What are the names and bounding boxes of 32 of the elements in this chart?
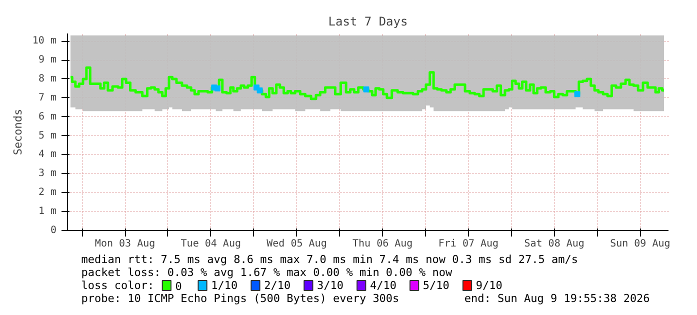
x-tick-label: Fri 07 Aug	[438, 238, 499, 250]
x-tick-label: Sun 09 Aug	[610, 238, 670, 250]
y-tick-label: 6 m	[38, 111, 56, 122]
y-tick-label: 0	[50, 225, 57, 236]
y-tick-label: 4 m	[38, 149, 56, 160]
legend-label: 2/10	[264, 279, 291, 292]
legend-label: 9/10	[476, 279, 502, 292]
text: packet loss: 0.03 % avg 1.67 % max 0.00 % min 0.00 % now	[81, 266, 453, 279]
y-tick-label: 8 m	[38, 73, 56, 84]
x-tick-label: Tue 04 Aug	[180, 238, 242, 250]
text: probe: 10 ICMP Echo Pings (500 Bytes) every 300s	[81, 292, 400, 305]
y-tick-label: 5 m	[38, 130, 56, 142]
legend-label: 5/10	[422, 279, 450, 292]
text: end: Sun Aug 9 19:55:38 2026	[464, 292, 650, 305]
legend-title: loss color:	[81, 279, 154, 292]
chart-title: Last 7 Days	[328, 14, 408, 28]
y-tick-label: 1 m	[38, 206, 56, 218]
legend-label: 1/10	[211, 279, 238, 292]
y-tick-label: 2 m	[38, 187, 56, 198]
legend-label: 4/10	[370, 279, 396, 292]
legend-label: 3/10	[317, 279, 344, 292]
y-tick-label: 10 m	[32, 36, 57, 47]
y-tick-label: 3 m	[38, 168, 56, 180]
x-tick-label: Thu 06 Aug	[352, 238, 413, 250]
y-axis-title: Seconds	[11, 108, 24, 156]
text: median rtt: 7.5 ms avg 8.6 ms max 7.0 ms min 7.4 ms now 0.3 ms sd 27.5 am/s	[81, 253, 578, 266]
x-tick-label: Mon 03 Aug	[94, 238, 156, 250]
y-tick-label: 7 m	[38, 92, 56, 104]
x-tick-label: Wed 05 Aug	[266, 238, 327, 250]
x-tick-label: Sat 08 Aug	[524, 238, 584, 250]
legend-label: 0	[175, 280, 182, 293]
y-tick-label: 9 m	[38, 54, 56, 66]
